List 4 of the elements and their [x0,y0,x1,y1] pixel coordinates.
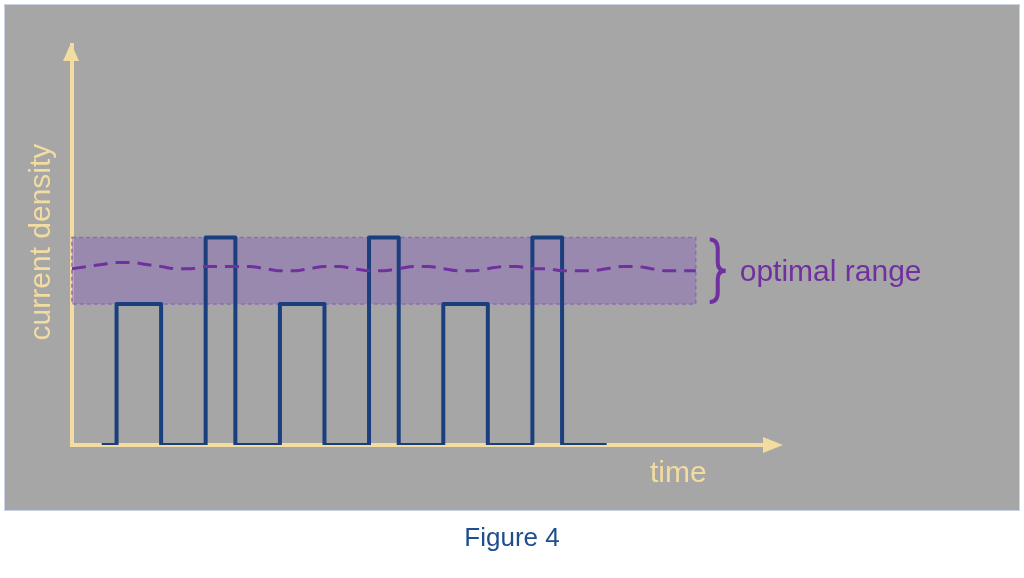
caption: Figure 4 [463,522,561,553]
y-axis-title: current density [23,143,57,341]
band-label: optimal range [739,253,922,287]
x-axis-title: time [650,455,707,489]
